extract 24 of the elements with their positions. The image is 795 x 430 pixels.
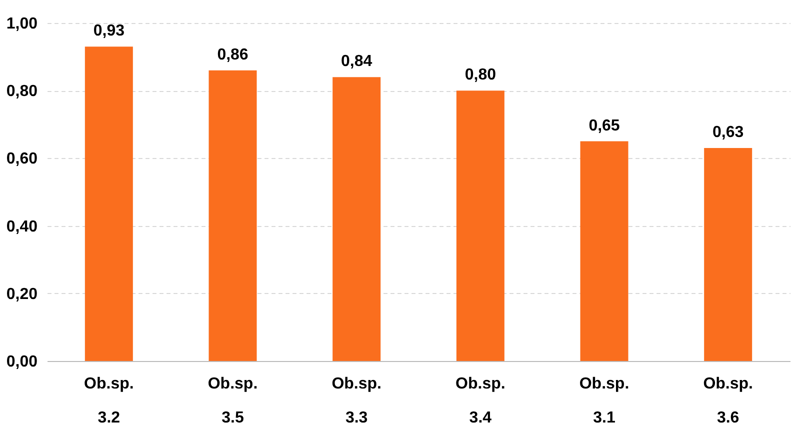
y-tick-label: 0,60 [6,150,38,168]
y-tick-label: 0,80 [6,83,38,100]
data-label: 0,63 [712,124,744,142]
x-tick-label: Ob.sp. 3.2 [84,376,134,426]
bar [704,148,752,361]
bar [332,77,381,361]
x-tick-label: Ob.sp. 3.4 [456,376,506,426]
bar [84,46,133,361]
data-label: 0,65 [588,117,620,134]
bar [456,90,504,361]
bar [580,141,628,361]
y-tick-label: 0,00 [6,354,38,370]
data-label: 0,86 [217,46,248,64]
x-tick-label: Ob.sp. 3.3 [332,376,382,426]
bar [208,70,257,361]
data-label: 0,84 [341,53,372,70]
y-tick-label: 0,20 [6,286,38,303]
data-label: 0,80 [464,66,496,84]
x-tick-label: Ob.sp. 3.1 [579,376,630,426]
y-tick-label: 1,00 [6,16,38,32]
x-tick-label: Ob.sp. 3.6 [703,376,753,426]
x-tick-label: Ob.sp. 3.5 [208,376,258,426]
data-label: 0,93 [93,22,125,40]
y-tick-label: 0,40 [6,218,38,236]
